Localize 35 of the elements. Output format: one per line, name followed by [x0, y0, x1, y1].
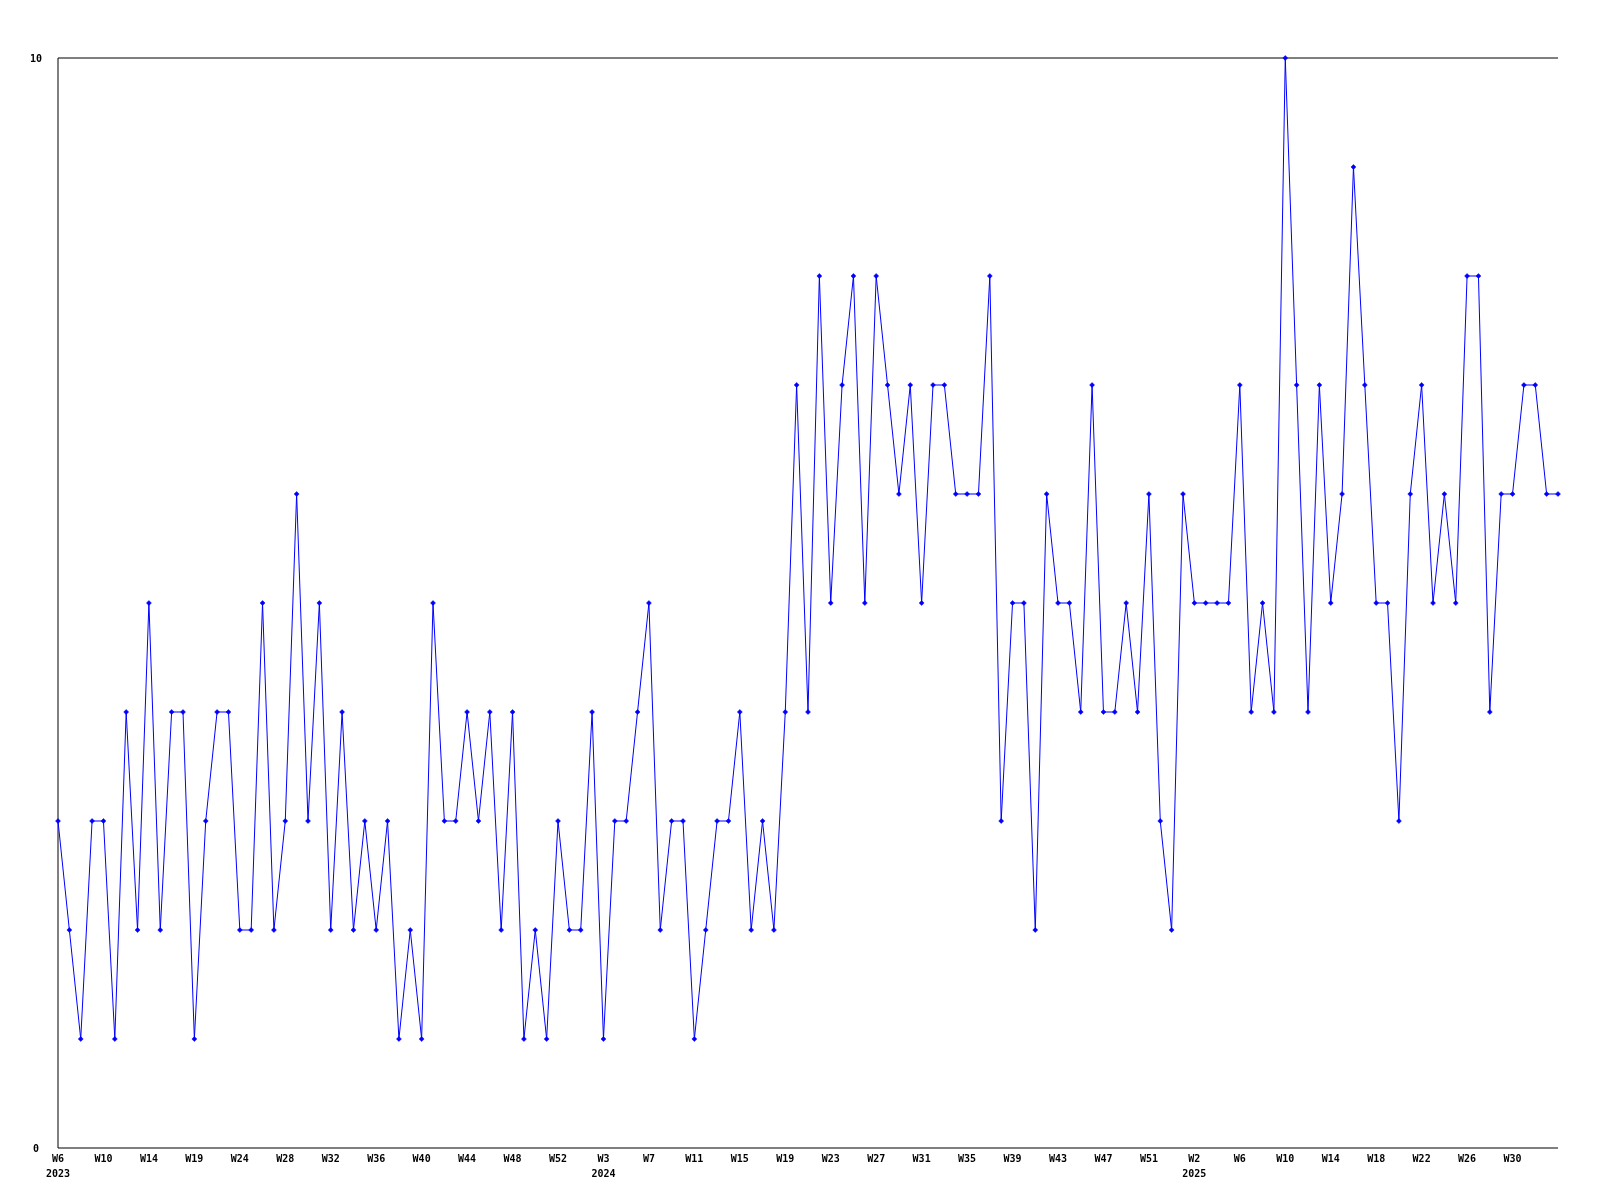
x-tick-label: W24 — [230, 1153, 249, 1164]
x-tick-label: W23 — [821, 1153, 840, 1164]
x-tick-label: W36 — [367, 1153, 386, 1164]
x-tick-label: W31 — [912, 1153, 931, 1164]
x-tick-label: W14 — [1321, 1153, 1340, 1164]
x-tick-label: W47 — [1094, 1153, 1113, 1164]
x-tick-label: W28 — [276, 1153, 295, 1164]
x-tick-label: W52 — [548, 1153, 568, 1164]
x-tick-label: W2 2025 — [1182, 1153, 1207, 1179]
x-tick-label: W19 — [185, 1153, 204, 1164]
x-tick-label: W43 — [1048, 1153, 1068, 1164]
x-tick-label: W6 — [1233, 1153, 1246, 1164]
x-tick-label: W14 — [139, 1153, 158, 1164]
y-tick-label: 10 — [29, 52, 43, 64]
x-tick-label: W15 — [730, 1153, 749, 1164]
x-tick-label: W10 — [94, 1153, 113, 1164]
y-tick-label: 0 — [32, 1142, 40, 1154]
x-tick-label: W44 — [458, 1153, 477, 1164]
x-tick-label: W11 — [685, 1153, 704, 1164]
x-tick-label: W3 2024 — [591, 1153, 616, 1179]
x-tick-label: W48 — [503, 1153, 522, 1164]
x-tick-label: W40 — [412, 1153, 431, 1164]
x-tick-label: W10 — [1276, 1153, 1295, 1164]
x-tick-label: W35 — [958, 1153, 977, 1164]
x-tick-label: W22 — [1412, 1153, 1431, 1164]
x-tick-label: W19 — [776, 1153, 795, 1164]
x-tick-label: W27 — [867, 1153, 886, 1164]
x-tick-label: W51 — [1139, 1153, 1158, 1164]
x-tick-label: W32 — [321, 1153, 340, 1164]
x-tick-label: W6 2023 — [45, 1153, 71, 1179]
x-tick-label: W7 — [642, 1153, 655, 1164]
x-tick-label: W39 — [1003, 1153, 1022, 1164]
x-tick-label: W18 — [1367, 1153, 1386, 1164]
x-tick-label: W26 — [1458, 1153, 1477, 1164]
x-tick-label: W30 — [1503, 1153, 1522, 1164]
